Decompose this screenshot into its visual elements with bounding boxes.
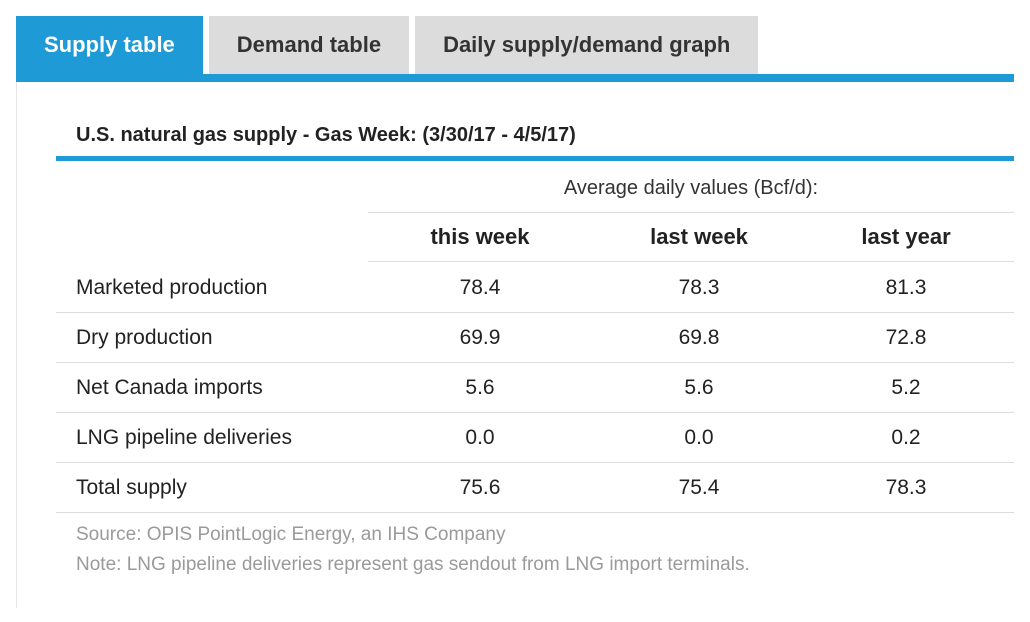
- cell-this-week: 0.0: [465, 426, 495, 449]
- cell-last-week: 75.4: [678, 476, 720, 499]
- cell-last-year: 0.2: [891, 426, 921, 449]
- cell-last-week: 69.8: [678, 326, 720, 349]
- table-row: Total supply 75.6 75.4 78.3: [56, 463, 1014, 513]
- tab-underline: [16, 74, 1014, 82]
- row-label: Dry production: [76, 326, 213, 349]
- row-label: Net Canada imports: [76, 376, 263, 399]
- column-header-this-week: this week: [430, 224, 530, 249]
- source-note: Source: OPIS PointLogic Energy, an IHS C…: [76, 524, 506, 545]
- lng-note: Note: LNG pipeline deliveries represent …: [76, 554, 750, 575]
- cell-last-year: 78.3: [885, 476, 927, 499]
- table-row: LNG pipeline deliveries 0.0 0.0 0.2: [56, 413, 1014, 463]
- tab-bar: Supply table Demand table Daily supply/d…: [16, 16, 764, 74]
- row-label: Marketed production: [76, 276, 268, 299]
- cell-last-year: 5.2: [891, 376, 921, 399]
- cell-last-week: 5.6: [684, 376, 714, 399]
- table-row: Net Canada imports 5.6 5.6 5.2: [56, 363, 1014, 413]
- row-label: Total supply: [76, 476, 187, 499]
- tab-supply-table[interactable]: Supply table: [16, 16, 203, 74]
- table-title: U.S. natural gas supply - Gas Week: (3/3…: [76, 124, 576, 146]
- cell-last-week: 78.3: [678, 276, 720, 299]
- cell-last-year: 72.8: [885, 326, 927, 349]
- table-row: Dry production 69.9 69.8 72.8: [56, 313, 1014, 363]
- cell-this-week: 78.4: [459, 276, 501, 299]
- column-header-last-week: last week: [650, 224, 748, 249]
- cell-this-week: 69.9: [459, 326, 501, 349]
- cell-last-week: 0.0: [684, 426, 714, 449]
- title-divider: [56, 156, 1014, 161]
- cell-last-year: 81.3: [885, 276, 927, 299]
- tab-demand-table[interactable]: Demand table: [208, 16, 410, 74]
- header-divider: [368, 261, 1014, 262]
- cell-this-week: 75.6: [459, 476, 501, 499]
- column-header-last-year: last year: [861, 224, 951, 249]
- tab-daily-supply-demand-graph[interactable]: Daily supply/demand graph: [415, 16, 759, 74]
- panel-left-border: [16, 82, 17, 608]
- column-group-header: Average daily values (Bcf/d):: [368, 164, 1014, 213]
- table-row: Marketed production 78.4 78.3 81.3: [56, 263, 1014, 313]
- cell-this-week: 5.6: [465, 376, 495, 399]
- row-label: LNG pipeline deliveries: [76, 426, 292, 449]
